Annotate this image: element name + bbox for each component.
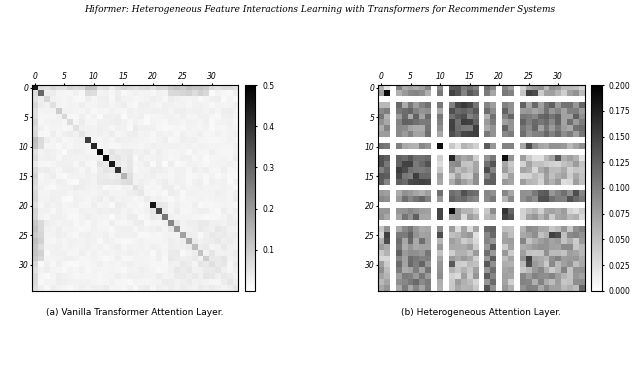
Text: (b) Heterogeneous Attention Layer.: (b) Heterogeneous Attention Layer. xyxy=(401,308,561,317)
Text: Hiformer: Heterogeneous Feature Interactions Learning with Transformers for Reco: Hiformer: Heterogeneous Feature Interact… xyxy=(84,5,556,15)
Text: (a) Vanilla Transformer Attention Layer.: (a) Vanilla Transformer Attention Layer. xyxy=(47,308,224,317)
